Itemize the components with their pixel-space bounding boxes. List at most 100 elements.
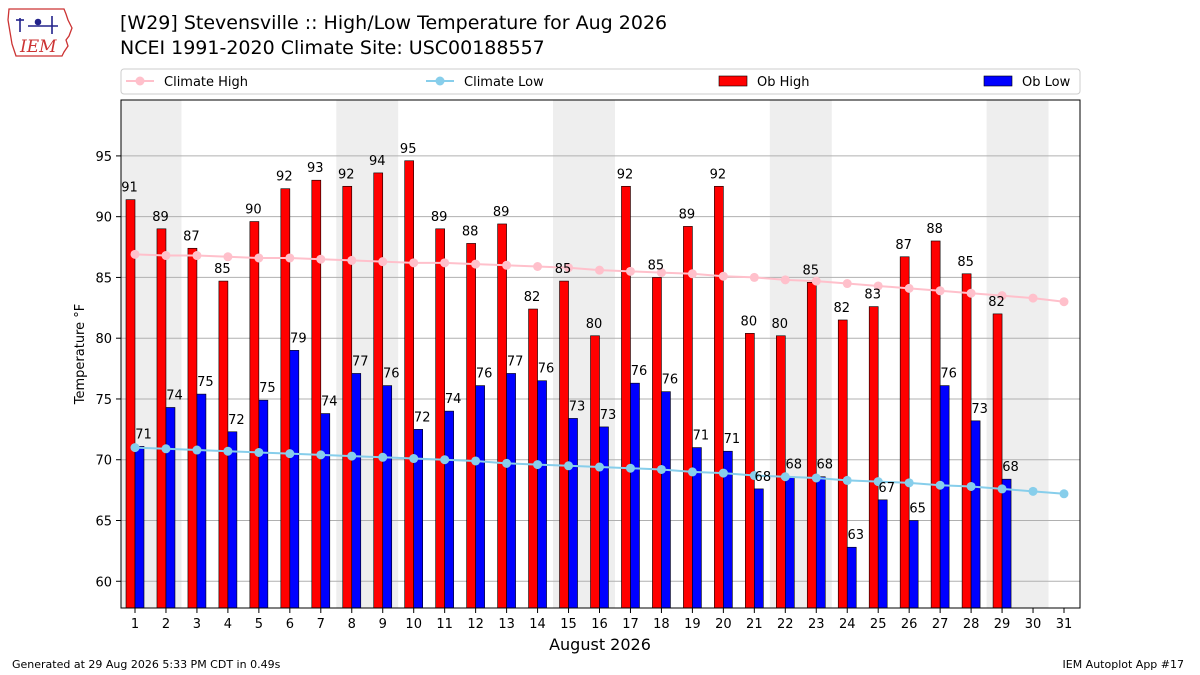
x-tick-label: 19 bbox=[684, 617, 701, 632]
climate-high-point bbox=[656, 268, 666, 278]
ob-low-label: 77 bbox=[352, 354, 369, 369]
legend-climate-high-marker bbox=[135, 76, 145, 86]
ob-low-bar bbox=[599, 426, 609, 609]
x-tick-label: 1 bbox=[131, 617, 139, 632]
climate-high-point bbox=[1059, 297, 1069, 307]
ob-low-label: 65 bbox=[909, 501, 926, 516]
x-axis: 1 2 3 4 5 6 7 8 9 10 11 12 13 14 15 16 17 18 19 20 21 22 23 24 2… bbox=[131, 608, 1072, 632]
climate-low-point bbox=[625, 463, 635, 473]
x-tick-label: 21 bbox=[746, 617, 763, 632]
x-tick-label: 25 bbox=[870, 617, 887, 632]
ob-low-bar bbox=[258, 399, 269, 609]
ob-high-label: 82 bbox=[988, 295, 1005, 310]
y-tick-label: 70 bbox=[95, 454, 112, 469]
ob-low-bar bbox=[382, 385, 393, 609]
ob-low-bar bbox=[227, 431, 238, 609]
ob-high-label: 85 bbox=[214, 262, 231, 277]
ob-high-label: 93 bbox=[307, 161, 324, 176]
ob-high-bar bbox=[559, 280, 569, 609]
ob-high-label: 92 bbox=[710, 167, 727, 182]
legend-ob-high-swatch bbox=[718, 75, 748, 87]
x-tick-label: 5 bbox=[255, 617, 263, 632]
ob-high-bar bbox=[249, 221, 260, 609]
climate-low-point bbox=[656, 464, 666, 474]
ob-low-label: 74 bbox=[166, 388, 183, 403]
climate-low-point bbox=[718, 468, 728, 478]
climate-low-point bbox=[935, 480, 945, 490]
climate-low-point bbox=[966, 481, 976, 491]
ob-high-bar bbox=[435, 228, 445, 609]
ob-high-bar bbox=[156, 228, 167, 609]
ob-low-bar bbox=[196, 393, 207, 609]
climate-low-point bbox=[192, 445, 202, 455]
ob-high-label: 80 bbox=[741, 314, 758, 329]
ob-high-bar bbox=[745, 333, 755, 609]
climate-low-point bbox=[533, 460, 543, 470]
legend-ob-low-label: Ob Low bbox=[1022, 75, 1071, 90]
ob-high-label: 82 bbox=[833, 301, 850, 316]
ob-low-bar bbox=[661, 391, 671, 609]
ob-low-bar bbox=[537, 380, 547, 609]
climate-high-point bbox=[811, 276, 821, 286]
legend-climate-high-label: Climate High bbox=[164, 75, 248, 90]
climate-low-point bbox=[873, 477, 883, 487]
ob-high-label: 94 bbox=[369, 154, 386, 169]
climate-high-point bbox=[192, 251, 202, 261]
ob-low-bar bbox=[630, 382, 640, 609]
y-tick-label: 85 bbox=[95, 271, 112, 286]
plot-frame bbox=[120, 99, 1081, 609]
ob-high-bar bbox=[311, 179, 322, 609]
climate-low-point bbox=[811, 473, 821, 483]
ob-high-bar bbox=[497, 223, 507, 609]
ob-low-label: 74 bbox=[445, 392, 462, 407]
ob-low-bar bbox=[908, 520, 919, 609]
ob-low-label: 76 bbox=[476, 367, 493, 382]
ob-high-label: 95 bbox=[400, 142, 417, 157]
ob-low-bar bbox=[877, 499, 888, 609]
x-tick-label: 31 bbox=[1056, 617, 1073, 632]
climate-high-point bbox=[130, 249, 140, 259]
ob-low-label: 68 bbox=[786, 458, 803, 473]
climate-high-point bbox=[316, 254, 326, 264]
x-tick-label: 28 bbox=[963, 617, 980, 632]
ob-low-label: 79 bbox=[290, 331, 307, 346]
ob-high-bar bbox=[621, 185, 631, 609]
ob-high-label: 85 bbox=[802, 263, 819, 278]
ob-low-bar bbox=[846, 546, 857, 609]
ob-low-label: 76 bbox=[662, 373, 679, 388]
ob-low-bar bbox=[165, 407, 176, 609]
legend-box bbox=[120, 68, 1081, 95]
ob-low-label: 76 bbox=[538, 362, 555, 377]
ob-high-bar bbox=[187, 247, 198, 609]
legend-ob-high-label: Ob High bbox=[757, 75, 810, 90]
iowa-outline-icon bbox=[7, 8, 73, 57]
climate-high-point bbox=[904, 283, 914, 293]
ob-low-label: 75 bbox=[197, 375, 214, 390]
ob-high-label: 92 bbox=[617, 167, 634, 182]
ob-low-label: 72 bbox=[414, 410, 431, 425]
ob-high-label: 85 bbox=[648, 258, 665, 273]
climate-low-point bbox=[223, 446, 233, 456]
climate-low-point bbox=[130, 443, 140, 453]
climate-high-point bbox=[780, 275, 790, 285]
climate-low-point bbox=[1028, 486, 1038, 496]
bar-labels-layer: 91 89 87 85 90 92 93 92 94 95 89 88 89 82 85 80 92 85 89 92… bbox=[121, 142, 1019, 543]
x-tick-label: 24 bbox=[839, 617, 856, 632]
legend: Climate High Climate Low Ob High Ob Low bbox=[120, 68, 1081, 95]
climate-low-point bbox=[471, 456, 481, 466]
climate-high-point bbox=[966, 288, 976, 298]
ob-low-label: 71 bbox=[724, 432, 741, 447]
climate-low-point bbox=[161, 444, 171, 454]
y-tick-label: 95 bbox=[95, 150, 112, 165]
ob-high-label: 92 bbox=[276, 170, 293, 185]
ob-low-label: 76 bbox=[631, 364, 648, 379]
ob-high-bar bbox=[652, 277, 662, 609]
ob-high-label: 90 bbox=[245, 203, 262, 218]
y-axis-label: Temperature °F bbox=[73, 304, 88, 405]
ob-high-bar bbox=[683, 226, 693, 609]
climate-low-point bbox=[595, 462, 604, 472]
x-tick-label: 4 bbox=[224, 617, 232, 632]
climate-low-point bbox=[842, 475, 852, 485]
ob-high-label: 80 bbox=[772, 317, 789, 332]
x-tick-label: 12 bbox=[467, 617, 484, 632]
